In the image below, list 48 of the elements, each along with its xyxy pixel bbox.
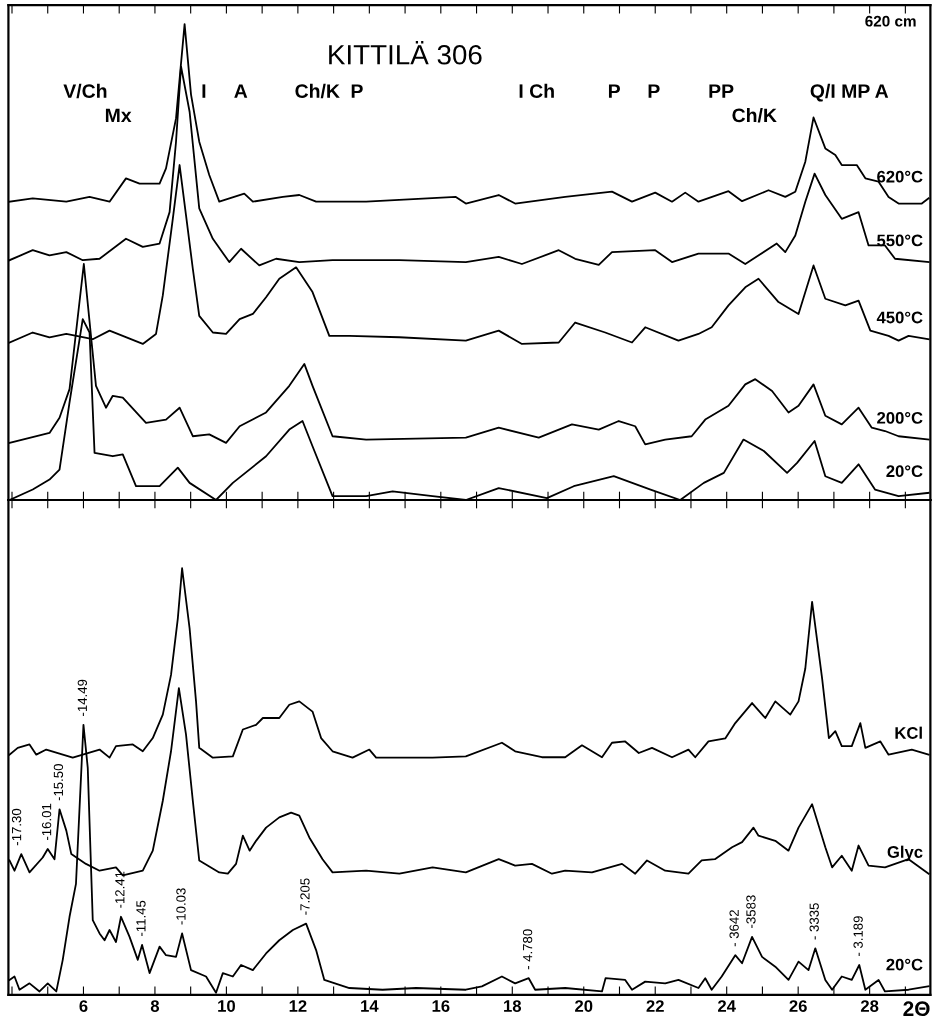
series-label: 200°C xyxy=(877,411,923,424)
series-label: 450°C xyxy=(876,311,923,324)
annotation: I Ch xyxy=(519,83,554,98)
series-label: 20°C xyxy=(886,958,923,971)
x-tick-label: 16 xyxy=(432,1000,450,1012)
annotation: -14.49 xyxy=(77,679,88,716)
x-tick-label: 22 xyxy=(646,1000,664,1012)
annotation: -11.45 xyxy=(136,900,146,937)
annotation: - 4.780 xyxy=(522,929,533,970)
x-tick-label: 26 xyxy=(789,1000,807,1012)
x-tick-label: 28 xyxy=(860,1000,879,1012)
annotation: - 3642 xyxy=(729,910,739,947)
annotation: -12.41 xyxy=(115,871,125,908)
annotation: -7.205 xyxy=(300,878,310,915)
x-tick-label: 12 xyxy=(289,1000,307,1012)
annotation: P xyxy=(351,84,363,98)
annotation: -17.30 xyxy=(11,808,22,846)
annotation: -3583 xyxy=(746,895,756,928)
annotation: Ch/K xyxy=(295,83,340,99)
x-tick-label: 6 xyxy=(79,1000,88,1012)
x-axis-title: 2Θ xyxy=(903,1001,930,1017)
annotation: A xyxy=(234,84,248,98)
annotation: V/Ch xyxy=(63,83,107,99)
annotation: I xyxy=(202,84,206,98)
annotation: P xyxy=(648,84,660,98)
x-tick-label: 20 xyxy=(575,1000,593,1012)
annotation: -10.03 xyxy=(176,888,186,925)
annotation: P xyxy=(608,84,620,98)
annotation: Ch/K xyxy=(732,107,777,123)
x-tick-label: 24 xyxy=(718,1000,736,1012)
annotation: Q/I MP A xyxy=(810,83,889,102)
series-label: 20°C xyxy=(886,465,923,478)
annotation: -16.01 xyxy=(41,803,52,841)
x-tick-label: 8 xyxy=(150,1000,160,1012)
x-tick-label: 10 xyxy=(218,1000,235,1012)
annotation: PP xyxy=(709,84,734,98)
series-label: 550°C xyxy=(877,234,923,247)
series-label: Glyc xyxy=(887,845,923,862)
x-tick-label: 14 xyxy=(361,1000,379,1012)
annotation: - 3.189 xyxy=(853,916,863,957)
series-label: 620°C xyxy=(877,170,923,183)
text: KITTILÄ 306 xyxy=(329,41,482,65)
series-label: KCl xyxy=(895,726,922,739)
annotation: - 3335 xyxy=(809,903,819,940)
x-tick-label: 18 xyxy=(504,1000,522,1012)
chart-subtitle: 620 cm xyxy=(865,15,916,27)
annotation: Mx xyxy=(105,108,132,123)
annotation: -15.50 xyxy=(53,764,64,801)
